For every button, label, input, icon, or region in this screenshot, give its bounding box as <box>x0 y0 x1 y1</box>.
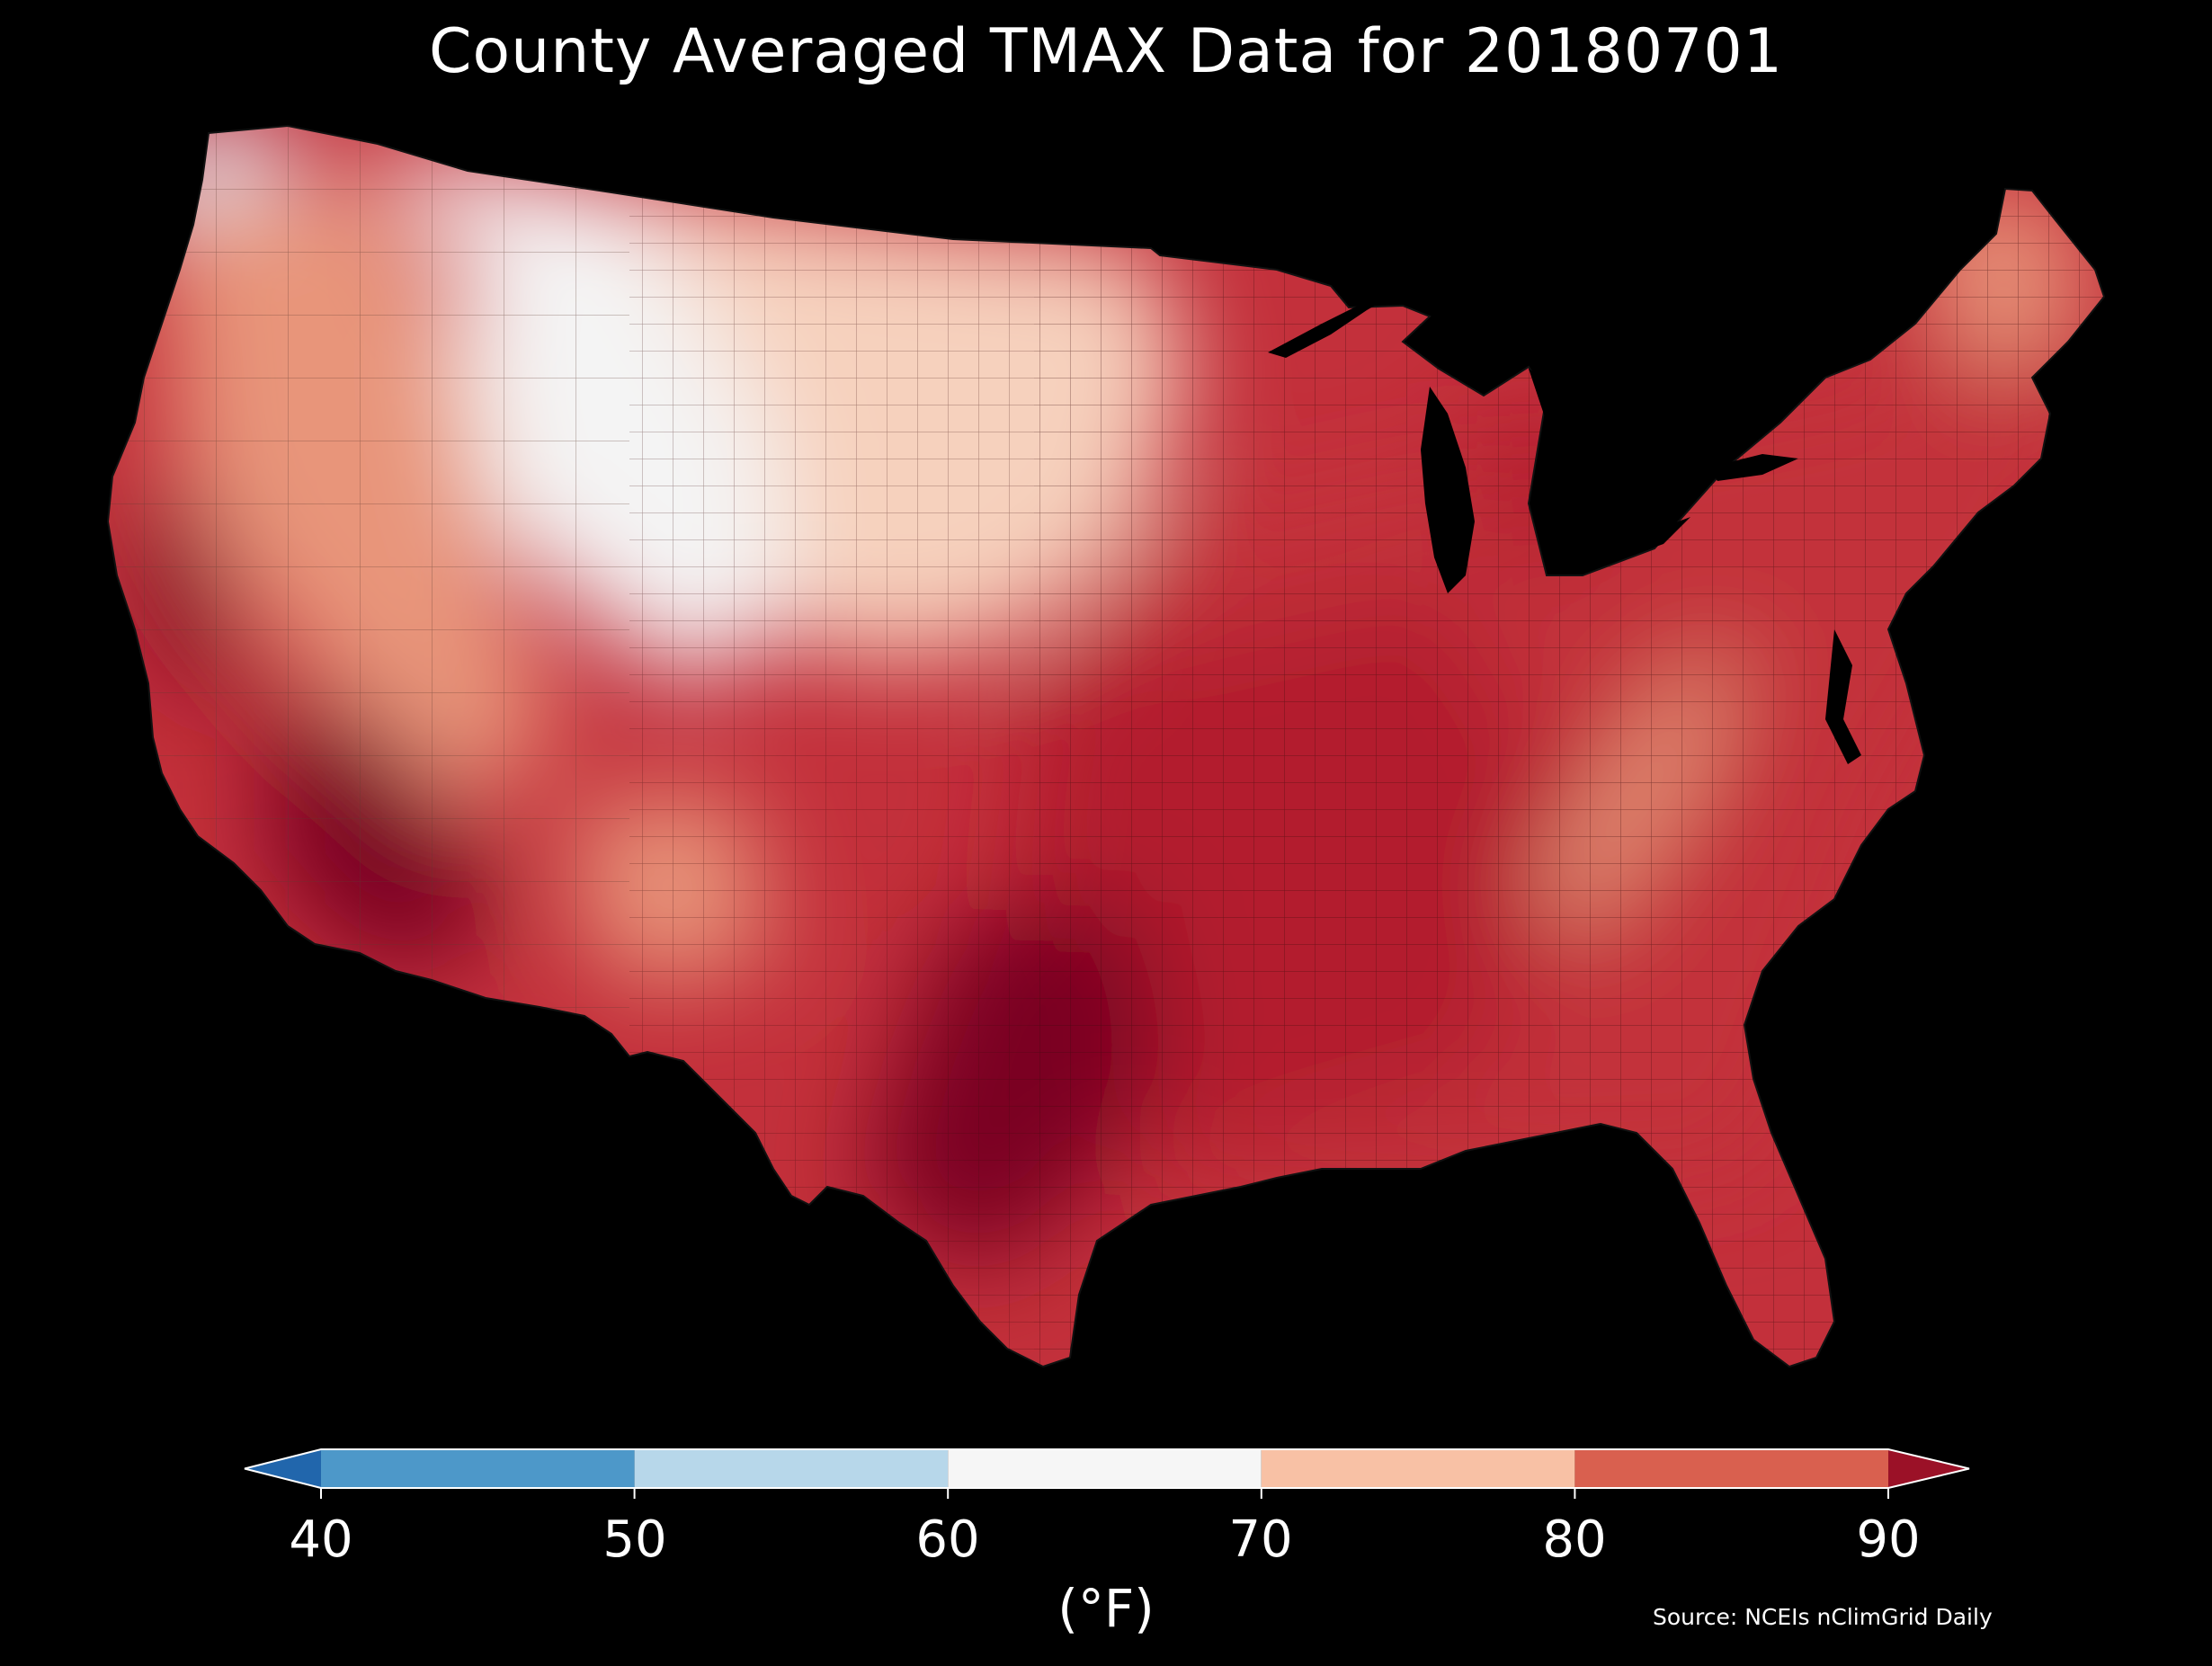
lake-erie <box>1583 517 1690 566</box>
lake-michigan <box>1421 387 1475 593</box>
tick-label: 60 <box>915 1510 980 1569</box>
colorbar-under-arrow <box>245 1449 321 1488</box>
tick-label: 90 <box>1856 1510 1921 1569</box>
tick-label: 40 <box>289 1510 353 1569</box>
colorbar-over-arrow <box>1888 1449 1969 1488</box>
colorbar-bin-2 <box>948 1449 1262 1488</box>
colorbar-unit: (°F) <box>1057 1578 1155 1639</box>
lake-huron <box>1529 369 1583 530</box>
source-credit: Source: NCEIs nClimGrid Daily <box>1653 1604 1993 1630</box>
tick-label: 50 <box>602 1510 667 1569</box>
tick-label: 80 <box>1542 1510 1607 1569</box>
colorbar-bin-0 <box>321 1449 635 1488</box>
colorbar-bin-3 <box>1261 1449 1575 1488</box>
colorbar-bin-1 <box>634 1449 949 1488</box>
colorbar-bin-4 <box>1574 1449 1888 1488</box>
lake-ontario <box>1708 454 1798 481</box>
map-title: County Averaged TMAX Data for 20180701 <box>429 16 1783 87</box>
tick-label: 70 <box>1228 1510 1293 1569</box>
lake-superior <box>1268 279 1421 358</box>
chesapeake-bay <box>1825 629 1861 764</box>
